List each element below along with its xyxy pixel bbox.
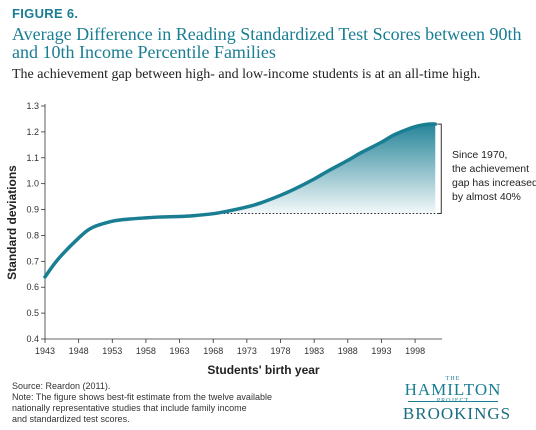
source-note: Source: Reardon (2011). Note: The figure…	[12, 381, 342, 425]
hamilton-brookings-logo: THE HAMILTON PROJECT BROOKINGS	[382, 372, 532, 428]
source-line: Source: Reardon (2011).	[12, 381, 111, 391]
note-line-1: Note: The figure shows best-fit estimate…	[12, 392, 272, 402]
logo-project: PROJECT	[436, 398, 470, 404]
x-tick-label: 1988	[338, 346, 358, 356]
x-tick-label: 1968	[203, 346, 223, 356]
chart-area: 0.4 0.5 0.6 0.7 0.8 0.9 1.0 1.1 1.2 1.3 1943 1948 19…	[5, 101, 536, 377]
y-axis-title: Standard deviations	[5, 165, 19, 280]
achievement-gap-area	[213, 123, 436, 214]
y-tick-label: 1.3	[26, 101, 39, 111]
annotation-line-2: the achievement	[452, 163, 529, 175]
logo-the: THE	[445, 376, 461, 382]
annotation-line-3: gap has increased	[452, 177, 536, 189]
figure-label: FIGURE 6.	[12, 6, 79, 21]
annotation-text: Since 1970, the achievement gap has incr…	[452, 149, 536, 203]
y-tick-label: 0.8	[26, 230, 39, 240]
x-tick-label: 1993	[371, 346, 391, 356]
y-tick-label: 1.2	[26, 127, 39, 137]
chart-title: Average Difference in Reading Standardiz…	[12, 24, 522, 62]
annotation-line-1: Since 1970,	[452, 149, 507, 161]
logo-hamilton: HAMILTON	[404, 380, 502, 399]
y-tick-label: 1.1	[26, 153, 39, 163]
x-tick-label: 1953	[102, 346, 122, 356]
y-tick-label: 1.0	[26, 179, 39, 189]
y-tick-label: 0.5	[26, 308, 39, 318]
y-tick-label: 0.6	[26, 282, 39, 292]
x-tick-label: 1958	[136, 346, 156, 356]
note-line-2: nationally representative studies that i…	[12, 403, 247, 413]
x-axis-title: Students' birth year	[207, 363, 320, 377]
x-tick-label: 1983	[304, 346, 324, 356]
chart-subtitle: The achievement gap between high- and lo…	[12, 67, 481, 82]
x-tick-label: 1973	[237, 346, 257, 356]
logo-rule	[408, 401, 498, 402]
y-tick-label: 0.9	[26, 205, 39, 215]
logo-brookings: BROOKINGS	[402, 404, 512, 423]
note-line-3: and standardized test scores.	[12, 414, 130, 424]
x-tick-label: 1943	[35, 346, 55, 356]
x-tick-label: 1978	[270, 346, 290, 356]
annotation-line-4: by almost 40%	[452, 191, 521, 203]
y-tick-label: 0.7	[26, 256, 39, 266]
increase-bracket	[437, 123, 442, 214]
gap-series-line	[43, 122, 438, 279]
y-tick-label: 0.4	[26, 334, 39, 344]
x-tick-label: 1998	[405, 346, 425, 356]
x-tick-label: 1963	[170, 346, 190, 356]
x-tick-label: 1948	[69, 346, 89, 356]
